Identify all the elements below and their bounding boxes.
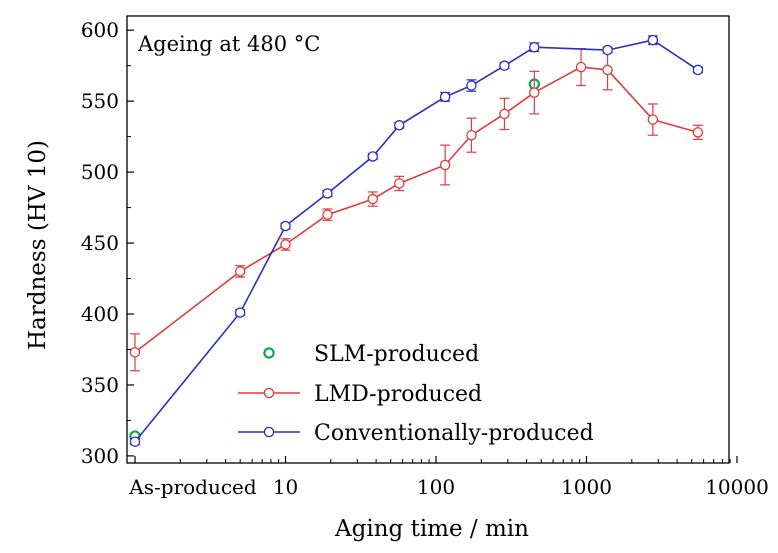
legend-marker — [263, 387, 275, 399]
y-tick-label: 300 — [81, 444, 119, 468]
y-tick-label: 600 — [81, 18, 119, 42]
data-point — [439, 91, 451, 103]
data-point — [367, 151, 379, 162]
x-tick-label: 1000 — [561, 475, 612, 499]
y-axis: 300 350 400 450 500 550 600 — [81, 18, 134, 468]
data-point — [692, 64, 704, 76]
data-point — [647, 34, 659, 46]
data-point — [367, 193, 379, 205]
plot-border — [126, 15, 730, 464]
legend-marker — [263, 426, 275, 438]
chart-annotation: Ageing at 480 °C — [137, 32, 320, 56]
data-point — [692, 127, 704, 138]
x-tick-label: 10000 — [705, 475, 769, 499]
data-point — [466, 129, 477, 141]
data-point — [322, 209, 333, 220]
y-tick-label: 350 — [81, 373, 119, 397]
data-point — [499, 108, 510, 120]
legend-marker — [263, 347, 275, 359]
data-point — [602, 44, 613, 56]
plot-frame — [126, 15, 730, 464]
x-axis: As-produced 10 100 1000 10000 — [128, 456, 769, 499]
x-tick-label: As-produced — [128, 475, 257, 499]
y-tick-label: 550 — [81, 89, 119, 113]
data-point — [529, 41, 540, 53]
data-point — [466, 80, 477, 91]
data-point — [394, 120, 405, 131]
y-tick-label: 500 — [81, 160, 119, 184]
legend: SLM-produced LMD-produced Conventionally-p… — [238, 342, 594, 446]
legend-label: LMD-produced — [314, 382, 482, 407]
x-axis-label: Aging time / min — [334, 516, 529, 542]
series-conventionally-produced — [129, 34, 704, 447]
data-point — [647, 114, 659, 125]
data-point — [280, 220, 291, 232]
data-point — [529, 87, 540, 98]
x-tick-label: 100 — [417, 475, 455, 499]
data-point — [575, 61, 587, 73]
data-point — [129, 436, 141, 447]
data-point — [499, 60, 510, 71]
legend-label: Conventionally-produced — [314, 421, 594, 446]
data-point — [234, 266, 246, 277]
data-point — [322, 188, 333, 199]
x-tick-label: 10 — [273, 475, 298, 499]
data-point — [280, 239, 291, 250]
series-lmd-produced — [129, 48, 704, 372]
y-axis-label: Hardness (HV 10) — [25, 140, 51, 350]
data-point — [394, 178, 405, 189]
data-point — [439, 159, 451, 171]
legend-label: SLM-produced — [314, 342, 479, 367]
series-layer — [129, 34, 704, 447]
y-tick-label: 400 — [81, 302, 119, 326]
data-point — [602, 64, 613, 76]
series-line — [134, 66, 699, 353]
y-tick-label: 450 — [81, 231, 119, 255]
data-point — [129, 347, 141, 358]
data-point — [234, 307, 246, 318]
